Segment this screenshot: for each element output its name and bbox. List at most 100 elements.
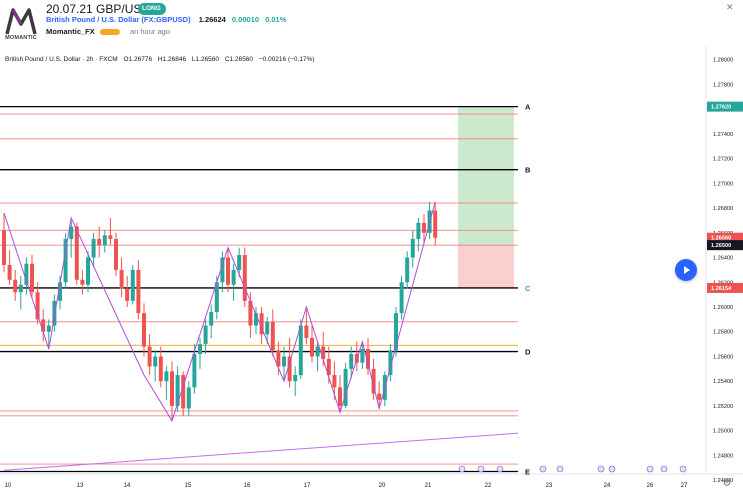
- candle-body: [170, 371, 174, 406]
- candle-body: [394, 313, 398, 351]
- idea-header: MOMANTIC 20.07.21 GBP/USD LONG British P…: [0, 0, 743, 46]
- candle-body: [74, 226, 79, 280]
- trend-line: [3, 432, 519, 471]
- candle-body: [259, 313, 264, 335]
- legend-high: H1.26846: [157, 56, 187, 63]
- candle-body: [119, 269, 124, 289]
- candle-body: [69, 226, 74, 239]
- time-tick-label: 16: [244, 483, 251, 489]
- time-tick-label: 21: [425, 483, 432, 489]
- long-badge: LONG: [138, 3, 166, 15]
- candle-body: [371, 368, 376, 394]
- symbol-link[interactable]: British Pound / U.S. Dollar (FX:GBPUSD): [46, 15, 191, 24]
- price-tick-label: 1.26000: [713, 305, 733, 311]
- price-tick-label: 1.25800: [713, 330, 733, 336]
- event-flag-icon: [539, 465, 547, 473]
- price-tag: [707, 101, 743, 112]
- candle-body: [405, 257, 410, 283]
- author-row: Momantic_FX an hour ago: [46, 27, 170, 36]
- candle-body: [108, 235, 113, 239]
- candle-body: [338, 387, 342, 406]
- candle-body: [7, 264, 12, 280]
- candle-body: [416, 222, 421, 239]
- candle-body: [41, 319, 46, 332]
- price-tag: [707, 232, 743, 243]
- level-label-b: B: [525, 166, 531, 175]
- candle-body: [287, 356, 292, 382]
- level-label-e: E: [525, 468, 530, 477]
- candle-body: [52, 300, 57, 326]
- logo-text: MOMANTIC: [5, 35, 37, 41]
- close-icon[interactable]: ✕: [726, 2, 734, 12]
- candle-body: [30, 263, 34, 293]
- candle-body: [86, 257, 90, 285]
- time-tick-label: 24: [604, 483, 611, 489]
- candle-body: [410, 238, 415, 258]
- chart-legend: British Pound / U.S. Dollar · 2h · FXCM …: [5, 56, 315, 63]
- level-label-c: C: [525, 284, 531, 293]
- target-zone: [458, 106, 514, 246]
- time-tick-label: 10: [5, 483, 12, 489]
- candle-body: [343, 368, 348, 406]
- momantic-logo-icon: [5, 8, 37, 35]
- candle-body: [203, 325, 208, 345]
- price-tick-label: 1.25200: [713, 404, 733, 410]
- candle-body: [175, 375, 180, 406]
- candle-body: [136, 269, 141, 314]
- price-change: 0.00010: [231, 15, 260, 24]
- candle-body: [226, 257, 230, 285]
- candle-body: [114, 238, 118, 270]
- author-badge: [99, 29, 120, 36]
- price-axis: [706, 46, 743, 493]
- candle-body: [46, 325, 51, 332]
- author-name[interactable]: Momantic_FX: [46, 27, 95, 36]
- candle-body: [254, 313, 258, 326]
- candle-body: [276, 350, 281, 367]
- time-tick-label: 20: [379, 483, 386, 489]
- candle-body: [422, 222, 426, 233]
- stop-zone: [458, 245, 514, 288]
- candle-body: [158, 356, 163, 382]
- candle-body: [13, 279, 18, 293]
- event-flag-icon: [597, 465, 605, 473]
- play-icon[interactable]: [675, 259, 697, 281]
- time-tick-label: 26: [647, 483, 654, 489]
- candle-body: [24, 263, 29, 285]
- candle-body: [58, 282, 62, 301]
- candle-body: [366, 349, 370, 369]
- time-tick-label: 22: [485, 483, 492, 489]
- price-change-percent: 0.01%: [265, 15, 287, 24]
- candle-body: [153, 356, 158, 367]
- price-tag-label: 1.26560: [711, 236, 731, 242]
- price-tick-label: 1.28000: [713, 58, 733, 64]
- price-tick-label: 1.24600: [713, 478, 733, 484]
- event-flag-icon: [477, 465, 485, 473]
- candle-body: [433, 210, 438, 238]
- candle-body: [399, 282, 404, 314]
- last-price: 1.26624: [198, 15, 226, 24]
- event-flag-icon: [496, 465, 504, 473]
- chart-area[interactable]: ABCDE1.280001.278001.276001.274001.27200…: [0, 46, 743, 493]
- legend-low: L1.26560: [191, 56, 220, 63]
- candle-body: [102, 235, 107, 246]
- candle-body: [198, 344, 202, 355]
- price-tick-label: 1.27800: [713, 82, 733, 88]
- candle-body: [220, 257, 225, 283]
- candle-body: [315, 346, 320, 357]
- time-tick-label: 13: [77, 483, 84, 489]
- symbol-row: British Pound / U.S. Dollar (FX:GBPUSD) …: [46, 15, 286, 24]
- level-label-a: A: [525, 103, 531, 112]
- gear-icon[interactable]: ⚙: [722, 478, 732, 489]
- candle-body: [349, 354, 354, 369]
- zigzag-pattern: [3, 201, 436, 422]
- candle-body: [35, 292, 40, 320]
- event-flag-icon: [556, 465, 564, 473]
- candle-body: [125, 288, 130, 301]
- price-tick-label: 1.25400: [713, 379, 733, 385]
- price-tick-label: 1.25000: [713, 429, 733, 435]
- candle-body: [63, 238, 68, 283]
- event-flag-icon: [458, 465, 466, 473]
- time-tick-label: 23: [546, 483, 553, 489]
- candle-body: [18, 284, 23, 293]
- price-chart[interactable]: ABCDE1.280001.278001.276001.274001.27200…: [0, 46, 743, 493]
